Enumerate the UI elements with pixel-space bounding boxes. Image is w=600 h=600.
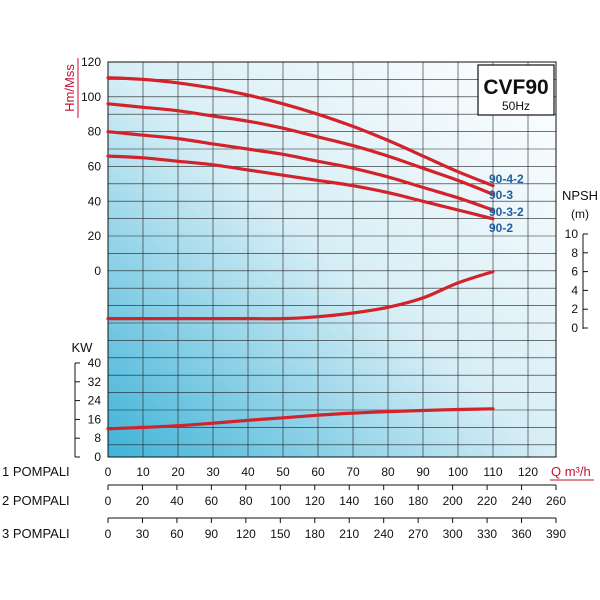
row3-tick-label: 60 bbox=[170, 527, 184, 541]
series-label-90-3: 90-3 bbox=[489, 188, 513, 202]
q-unit-label: Q m³/h bbox=[551, 464, 591, 479]
row1-tick-label: 80 bbox=[381, 465, 395, 479]
row1-tick-label: 90 bbox=[416, 465, 430, 479]
row1-tick-label: 70 bbox=[346, 465, 360, 479]
row1-tick-label: 120 bbox=[518, 465, 538, 479]
row2-tick-label: 240 bbox=[512, 494, 532, 508]
head-tick-label: 0 bbox=[94, 264, 101, 278]
row2-tick-label: 160 bbox=[374, 494, 394, 508]
npsh-curve bbox=[106, 270, 495, 321]
npsh-tick-label: 4 bbox=[571, 283, 578, 297]
row3-tick-label: 180 bbox=[305, 527, 325, 541]
chart-title: CVF90 bbox=[483, 76, 548, 99]
kw-tick-label: 16 bbox=[88, 412, 102, 426]
row2-tick-label: 220 bbox=[477, 494, 497, 508]
row2-tick-label: 20 bbox=[136, 494, 150, 508]
npsh-tick-label: 2 bbox=[571, 302, 578, 316]
row1-tick-label: 60 bbox=[311, 465, 325, 479]
row3-tick-label: 300 bbox=[443, 527, 463, 541]
head-tick-label: 120 bbox=[81, 55, 101, 69]
head-curve-90-3 bbox=[106, 102, 495, 196]
row1-tick-label: 100 bbox=[448, 465, 468, 479]
row2-tick-label: 260 bbox=[546, 494, 566, 508]
row1-label: 1 POMPALI bbox=[2, 464, 70, 479]
row2-tick-label: 140 bbox=[339, 494, 359, 508]
row1-tick-label: 50 bbox=[276, 465, 290, 479]
row2-tick-label: 0 bbox=[105, 494, 112, 508]
row1-tick-label: 110 bbox=[483, 465, 502, 479]
row3-tick-label: 210 bbox=[339, 527, 359, 541]
head-curve-90-3-2 bbox=[106, 130, 495, 212]
series-label-90-2: 90-2 bbox=[489, 221, 513, 235]
row3-tick-label: 360 bbox=[512, 527, 532, 541]
row3-label: 3 POMPALI bbox=[2, 526, 70, 541]
row2-tick-label: 100 bbox=[270, 494, 290, 508]
row2-tick-label: 180 bbox=[408, 494, 428, 508]
npsh-axis-unit: (m) bbox=[571, 207, 589, 221]
kw-tick-label: 24 bbox=[88, 394, 102, 408]
kw-axis-label: KW bbox=[72, 340, 94, 355]
row3-tick-label: 120 bbox=[236, 527, 256, 541]
row1-tick-label: 10 bbox=[136, 465, 150, 479]
row2-tick-label: 120 bbox=[305, 494, 325, 508]
power-curve bbox=[106, 407, 495, 431]
chart-subtitle: 50Hz bbox=[502, 99, 530, 113]
title-box bbox=[477, 64, 555, 116]
row3-tick-label: 270 bbox=[408, 527, 428, 541]
plot-frame bbox=[107, 61, 557, 458]
head-curve-90-2 bbox=[106, 154, 495, 221]
row3-tick-label: 240 bbox=[374, 527, 394, 541]
row1-tick-label: 40 bbox=[241, 465, 255, 479]
row1-tick-label: 20 bbox=[171, 465, 185, 479]
head-tick-label: 20 bbox=[88, 229, 102, 243]
row3-tick-label: 390 bbox=[546, 527, 566, 541]
kw-tick-label: 40 bbox=[88, 356, 102, 370]
npsh-tick-label: 6 bbox=[571, 265, 578, 279]
row2-tick-label: 80 bbox=[239, 494, 253, 508]
row3-tick-label: 150 bbox=[270, 527, 290, 541]
npsh-tick-label: 0 bbox=[571, 321, 578, 335]
head-tick-label: 100 bbox=[81, 90, 101, 104]
head-curve-90-4-2 bbox=[106, 76, 495, 188]
npsh-tick-label: 8 bbox=[571, 246, 578, 260]
row1-tick-label: 30 bbox=[206, 465, 220, 479]
row2-tick-label: 200 bbox=[443, 494, 463, 508]
row3-tick-label: 30 bbox=[136, 527, 150, 541]
plot-background bbox=[108, 62, 556, 457]
row2-tick-label: 60 bbox=[205, 494, 219, 508]
row1-tick-label: 0 bbox=[105, 465, 112, 479]
head-tick-label: 40 bbox=[88, 194, 102, 208]
head-tick-label: 60 bbox=[88, 160, 102, 174]
head-tick-label: 80 bbox=[88, 125, 102, 139]
kw-tick-label: 8 bbox=[94, 431, 101, 445]
npsh-axis-label: NPSH bbox=[562, 188, 598, 203]
row3-tick-label: 90 bbox=[205, 527, 219, 541]
head-axis-label: Hm/Mss bbox=[62, 64, 77, 112]
row3-tick-label: 0 bbox=[105, 527, 112, 541]
series-label-90-3-2: 90-3-2 bbox=[489, 205, 524, 219]
kw-tick-label: 0 bbox=[94, 450, 101, 464]
row3-tick-label: 330 bbox=[477, 527, 497, 541]
row2-tick-label: 40 bbox=[170, 494, 184, 508]
npsh-tick-label: 10 bbox=[565, 227, 579, 241]
series-label-90-4-2: 90-4-2 bbox=[489, 172, 524, 186]
row2-label: 2 POMPALI bbox=[2, 493, 70, 508]
curves: 90-4-2 90-3 90-3-2 90-2 bbox=[106, 76, 524, 431]
kw-tick-label: 32 bbox=[88, 375, 102, 389]
